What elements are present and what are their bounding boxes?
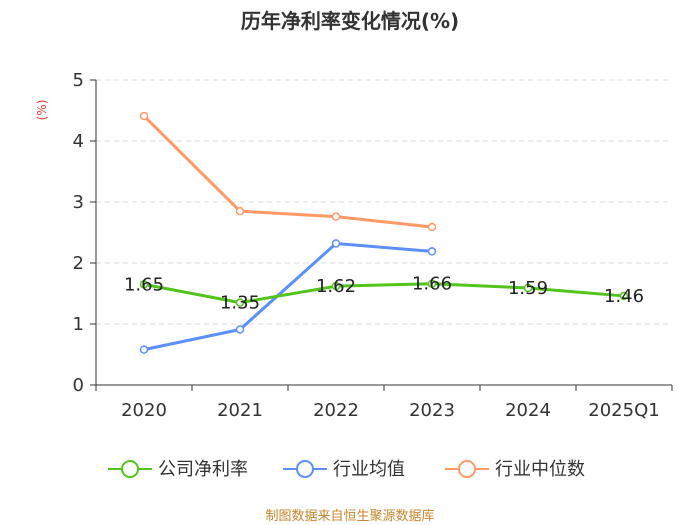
x-tick-label: 2023 bbox=[409, 400, 455, 421]
data-point bbox=[427, 247, 437, 256]
data-point bbox=[523, 283, 533, 293]
legend-marker bbox=[296, 460, 314, 478]
data-point bbox=[139, 111, 149, 121]
legend-label: 公司净利率 bbox=[158, 459, 248, 480]
y-tick-label: 0 bbox=[73, 375, 84, 396]
legend-item[interactable]: 行业中位数 bbox=[445, 459, 585, 480]
x-tick-label: 2021 bbox=[217, 400, 263, 421]
source-note: 制图数据来自恒生聚源数据库 bbox=[265, 508, 434, 524]
y-tick-label: 2 bbox=[73, 253, 84, 274]
data-point bbox=[427, 279, 437, 288]
legend-item[interactable]: 公司净利率 bbox=[108, 459, 248, 480]
series-line bbox=[142, 114, 433, 229]
y-axis-label: (%) bbox=[35, 100, 49, 121]
data-point bbox=[427, 222, 437, 232]
data-point bbox=[331, 281, 341, 291]
legend[interactable]: 公司净利率 行业均值 行业中位数 bbox=[108, 459, 585, 480]
data-point bbox=[235, 206, 245, 216]
data-label: 1.66 bbox=[412, 274, 452, 295]
axes: 0 1 2 3 4 5 2020 2021 2022 2023 2024 2025Q1 bbox=[73, 70, 673, 421]
series-line bbox=[143, 241, 433, 352]
data-point bbox=[235, 325, 245, 334]
grid-lines bbox=[96, 79, 672, 325]
data-label: 1.65 bbox=[124, 274, 164, 295]
data-point bbox=[619, 291, 629, 301]
legend-label: 行业均值 bbox=[333, 459, 405, 480]
data-point bbox=[139, 280, 149, 289]
x-tick-label: 2025Q1 bbox=[588, 400, 659, 421]
legend-item[interactable]: 行业均值 bbox=[283, 459, 405, 480]
y-tick-label: 1 bbox=[73, 314, 84, 335]
series-line bbox=[143, 282, 625, 305]
data-label: 1.59 bbox=[508, 278, 548, 299]
data-point bbox=[331, 239, 341, 248]
x-tick-label: 2020 bbox=[121, 400, 167, 421]
data-label: 1.62 bbox=[316, 276, 356, 297]
series-lines bbox=[139, 111, 629, 354]
data-label: 1.46 bbox=[604, 286, 644, 307]
chart-title: 历年净利率变化情况(%) bbox=[241, 9, 459, 33]
data-labels: 1.65 1.35 1.62 1.66 1.59 1.46 bbox=[124, 274, 644, 314]
y-tick-label: 5 bbox=[73, 70, 84, 91]
data-label: 1.35 bbox=[220, 293, 260, 314]
data-point bbox=[331, 212, 341, 221]
x-tick-label: 2022 bbox=[313, 400, 359, 421]
data-point bbox=[235, 298, 245, 307]
x-tick-label: 2024 bbox=[505, 400, 551, 421]
y-tick-label: 3 bbox=[73, 192, 84, 213]
legend-label: 行业中位数 bbox=[495, 459, 585, 480]
y-tick-label: 4 bbox=[73, 131, 84, 152]
data-point bbox=[139, 345, 149, 354]
legend-marker bbox=[458, 460, 476, 478]
legend-marker bbox=[121, 460, 139, 478]
